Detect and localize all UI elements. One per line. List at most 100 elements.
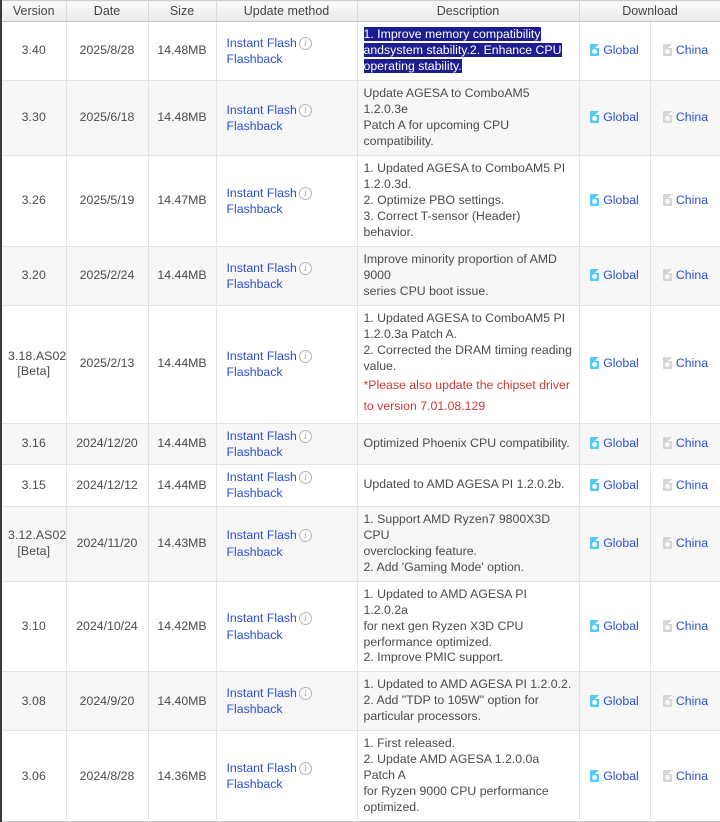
download-china-link[interactable]: China [662, 356, 708, 372]
download-global-link[interactable]: Global [590, 356, 639, 372]
download-china-link[interactable]: China [662, 43, 708, 59]
info-icon[interactable]: i [298, 529, 312, 543]
cell-size: 14.44MB [148, 464, 217, 507]
description-text: Updated to AMD AGESA PI 1.2.0.2b. [364, 477, 573, 493]
table-row: 3.06 2024/8/28 14.36MB Instant Flash i Flashb… [1, 730, 720, 822]
flashback-link[interactable]: Flashback [226, 118, 283, 133]
cell-date: 2024/10/24 [66, 580, 149, 672]
instant-flash-link[interactable]: Instant Flash i [227, 527, 351, 543]
description-line: 2. Update AMD AGESA 1.2.0.0a Patch A [363, 752, 540, 783]
cell-date: 2024/12/12 [66, 464, 149, 507]
cell-description: 1. Support AMD Ryzen7 9800X3D CPU overclo… [357, 505, 580, 582]
download-global-link[interactable]: Global [590, 43, 639, 59]
info-icon[interactable]: i [298, 350, 312, 364]
description-line: for next gen Ryzen X3D CPU [363, 618, 524, 633]
download-china-link[interactable]: China [662, 619, 708, 635]
download-global-label: Global [603, 110, 639, 125]
instant-flash-link[interactable]: Instant Flash i [227, 185, 351, 201]
cell-download-global: Global [579, 154, 651, 247]
download-china-link[interactable]: China [662, 436, 708, 452]
info-icon[interactable]: i [298, 186, 312, 200]
description-text: Optimized Phoenix CPU compatibility. [364, 436, 573, 452]
download-global-label: Global [603, 436, 639, 451]
description-line: Updated to AMD AGESA PI 1.2.0.2b. [363, 477, 565, 492]
info-icon[interactable]: i [298, 429, 312, 443]
cell-date: 2025/8/28 [66, 21, 149, 81]
download-global-link[interactable]: Global [590, 478, 639, 494]
column-header-update-method: Update method [216, 0, 358, 22]
cell-date: 2025/6/18 [66, 79, 149, 156]
download-china-link[interactable]: China [662, 477, 709, 494]
flashback-link[interactable]: Flashback [226, 444, 283, 459]
info-icon[interactable]: i [298, 261, 312, 275]
instant-flash-label: Instant Flash [226, 102, 297, 117]
download-china-link[interactable]: China [662, 694, 708, 710]
file-download-icon [662, 111, 672, 124]
info-icon[interactable]: i [298, 471, 312, 485]
cell-download-china: China [650, 79, 720, 156]
instant-flash-link[interactable]: Instant Flash i [227, 685, 351, 701]
flashback-link[interactable]: Flashback [226, 365, 283, 380]
download-china-link[interactable]: China [662, 193, 708, 209]
info-icon[interactable]: i [298, 36, 312, 50]
column-header-download: Download [579, 0, 720, 22]
table-header: Version Date Size Update method Descript… [1, 0, 720, 22]
flashback-link[interactable]: Flashback [226, 201, 283, 216]
flashback-link[interactable]: Flashback [226, 777, 283, 792]
flashback-link[interactable]: Flashback [226, 544, 283, 559]
cell-update-method: Instant Flash i Flashback [216, 21, 358, 81]
instant-flash-link[interactable]: Instant Flash i [227, 260, 351, 276]
instant-flash-link[interactable]: Instant Flash i [227, 610, 351, 626]
flashback-link[interactable]: Flashback [226, 276, 283, 291]
download-global-link[interactable]: Global [590, 436, 639, 452]
download-global-link[interactable]: Global [590, 536, 639, 552]
cell-version: 3.40 [1, 21, 67, 81]
description-line: for Ryzen 9000 CPU performance [363, 784, 549, 799]
instant-flash-link[interactable]: Instant Flash i [227, 428, 351, 444]
download-china-label: China [675, 477, 709, 492]
instant-flash-link[interactable]: Instant Flash i [227, 35, 351, 51]
info-icon[interactable]: i [298, 687, 312, 701]
description-line: 2. Add 'Gaming Mode' option. [363, 559, 525, 574]
description-line: 1. Updated to AMD AGESA PI 1.2.0.2a [363, 586, 527, 617]
file-download-icon [590, 769, 600, 782]
flashback-link[interactable]: Flashback [226, 627, 283, 642]
description-line: 1. Updated AGESA to ComboAM5 PI [363, 310, 566, 325]
download-global-link[interactable]: Global [590, 694, 639, 710]
info-icon[interactable]: i [298, 103, 312, 117]
download-global-link[interactable]: Global [590, 110, 639, 126]
flashback-link[interactable]: Flashback [226, 702, 283, 717]
download-global-link[interactable]: Global [590, 619, 639, 635]
table-row: 3.30 2025/6/18 14.48MB Instant Flash i Flashb… [1, 79, 720, 156]
cell-download-global: Global [579, 671, 651, 731]
download-global-link[interactable]: Global [590, 193, 639, 209]
cell-download-china: China [650, 464, 720, 507]
instant-flash-link[interactable]: Instant Flash i [227, 348, 351, 364]
instant-flash-link[interactable]: Instant Flash i [227, 469, 351, 485]
download-global-label: Global [603, 193, 639, 208]
flashback-link[interactable]: Flashback [226, 486, 283, 501]
cell-description: 1. First released. 2. Update AMD AGESA 1.… [357, 730, 580, 822]
download-china-link[interactable]: China [662, 535, 709, 552]
table-row: 3.15 2024/12/12 14.44MB Instant Flash i Flash… [1, 464, 720, 507]
table-row: 3.16 2024/12/20 14.44MB Instant Flash i Flash… [1, 422, 720, 465]
flashback-link[interactable]: Flashback [226, 51, 283, 66]
cell-version: 3.16 [1, 422, 67, 465]
download-global-link[interactable]: Global [590, 268, 639, 284]
download-china-link[interactable]: China [662, 769, 708, 785]
cell-size: 14.48MB [148, 79, 217, 156]
info-icon[interactable]: i [298, 612, 312, 626]
description-line: 1. Updated AGESA to ComboAM5 PI [363, 160, 566, 175]
cell-version: 3.12.AS02 [Beta] [1, 505, 67, 582]
cell-download-global: Global [579, 245, 651, 306]
instant-flash-link[interactable]: Instant Flash i [227, 760, 351, 776]
download-china-label: China [675, 535, 709, 550]
download-china-link[interactable]: China [662, 110, 708, 126]
download-china-link[interactable]: China [662, 268, 708, 284]
download-global-link[interactable]: Global [590, 769, 639, 785]
table-row: 3.12.AS02 [Beta] 2024/11/20 14.43MB Instant … [1, 505, 720, 582]
cell-update-method: Instant Flash i Flashback [216, 79, 358, 156]
cell-download-global: Global [579, 580, 651, 672]
instant-flash-link[interactable]: Instant Flash i [227, 102, 351, 118]
info-icon[interactable]: i [298, 762, 312, 776]
